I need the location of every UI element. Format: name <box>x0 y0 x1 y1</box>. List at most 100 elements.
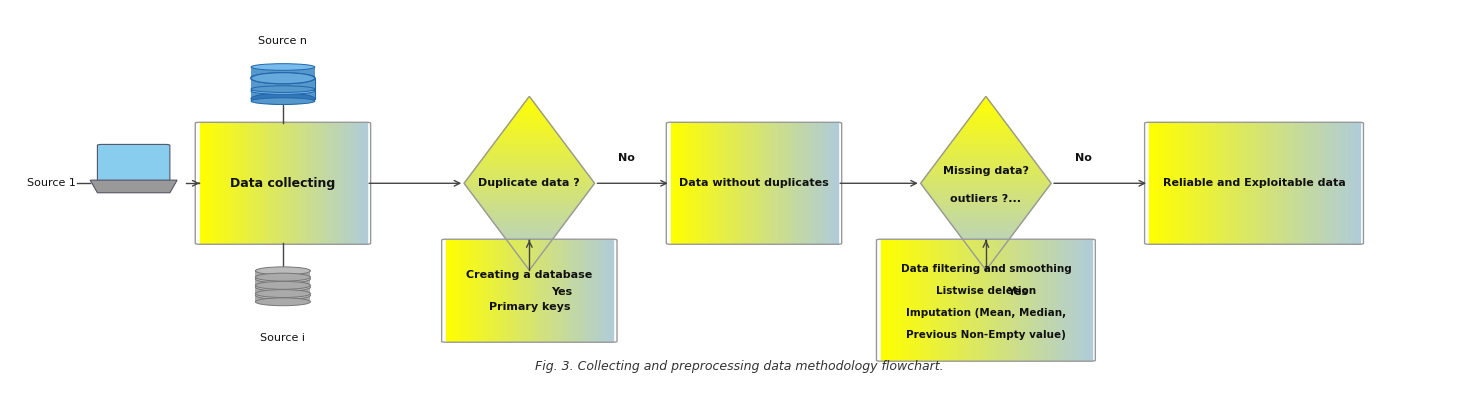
Bar <box>670 123 673 243</box>
Bar <box>779 123 781 243</box>
Bar <box>1055 240 1056 360</box>
Bar <box>328 123 331 243</box>
Bar <box>707 123 708 243</box>
Bar <box>365 123 367 243</box>
Bar <box>1046 240 1049 360</box>
Bar <box>809 123 812 243</box>
Bar <box>247 123 248 243</box>
Bar <box>569 240 572 341</box>
Bar <box>794 123 796 243</box>
Bar <box>1337 123 1338 243</box>
Bar <box>538 240 540 341</box>
Bar <box>306 123 309 243</box>
Polygon shape <box>495 225 563 227</box>
Bar <box>599 240 600 341</box>
Bar <box>1028 240 1031 360</box>
Bar <box>200 123 201 243</box>
Polygon shape <box>978 105 994 107</box>
Bar <box>277 123 278 243</box>
Bar <box>603 240 605 341</box>
Bar <box>676 123 679 243</box>
Bar <box>893 240 896 360</box>
Bar <box>1304 123 1307 243</box>
Polygon shape <box>507 124 552 125</box>
Polygon shape <box>515 114 543 115</box>
Polygon shape <box>942 212 1029 214</box>
Bar <box>609 240 612 341</box>
Bar <box>822 123 824 243</box>
Polygon shape <box>522 103 535 105</box>
Text: Duplicate data ?: Duplicate data ? <box>479 178 580 188</box>
Polygon shape <box>519 257 540 259</box>
Bar <box>1276 123 1279 243</box>
Bar <box>1232 123 1233 243</box>
Bar <box>836 123 839 243</box>
Bar <box>312 123 314 243</box>
Bar <box>1321 123 1324 243</box>
Bar <box>1197 123 1198 243</box>
Polygon shape <box>513 248 546 250</box>
Polygon shape <box>932 167 1040 169</box>
Text: Data collecting: Data collecting <box>231 177 336 190</box>
FancyBboxPatch shape <box>98 145 170 181</box>
Bar <box>898 240 901 360</box>
Polygon shape <box>516 112 543 114</box>
Polygon shape <box>939 208 1032 209</box>
Bar <box>774 123 775 243</box>
Bar <box>476 240 479 341</box>
Bar <box>964 240 967 360</box>
Polygon shape <box>522 105 537 107</box>
Bar <box>750 123 751 243</box>
Bar <box>1188 123 1191 243</box>
Bar <box>717 123 720 243</box>
Bar <box>744 123 747 243</box>
Bar <box>686 123 688 243</box>
Bar <box>349 123 352 243</box>
Polygon shape <box>929 170 1043 172</box>
Bar <box>553 240 555 341</box>
Text: Reliable and Exploitable data: Reliable and Exploitable data <box>1162 178 1346 188</box>
Bar <box>593 240 596 341</box>
Bar <box>1239 123 1242 243</box>
Polygon shape <box>519 108 540 109</box>
Bar <box>1010 240 1013 360</box>
Polygon shape <box>509 243 550 244</box>
Polygon shape <box>494 143 565 144</box>
Bar <box>958 240 960 360</box>
Bar <box>460 240 461 341</box>
Polygon shape <box>485 153 572 154</box>
Bar <box>806 123 809 243</box>
Bar <box>1062 240 1063 360</box>
Bar <box>1266 123 1269 243</box>
Bar <box>448 240 451 341</box>
Polygon shape <box>967 246 1004 247</box>
Bar <box>293 123 294 243</box>
Ellipse shape <box>256 273 311 281</box>
Bar <box>711 123 713 243</box>
Bar <box>1275 123 1278 243</box>
Bar <box>895 240 898 360</box>
Bar <box>1265 123 1268 243</box>
Bar <box>921 240 923 360</box>
Bar <box>986 240 988 360</box>
Polygon shape <box>493 144 566 146</box>
Bar <box>883 240 884 360</box>
Bar <box>1006 240 1007 360</box>
Bar <box>340 123 342 243</box>
Text: Source n: Source n <box>259 36 308 46</box>
Text: Data without duplicates: Data without duplicates <box>679 178 828 188</box>
Bar <box>1259 123 1262 243</box>
Bar <box>584 240 587 341</box>
Bar <box>1170 123 1173 243</box>
Bar <box>1168 123 1171 243</box>
Bar <box>939 240 941 360</box>
Bar <box>1087 240 1090 360</box>
Polygon shape <box>948 220 1023 221</box>
Bar <box>698 123 701 243</box>
Bar <box>540 240 543 341</box>
Bar <box>1204 123 1205 243</box>
Polygon shape <box>978 259 994 260</box>
Polygon shape <box>515 115 544 117</box>
Polygon shape <box>978 107 994 108</box>
Bar <box>961 240 964 360</box>
